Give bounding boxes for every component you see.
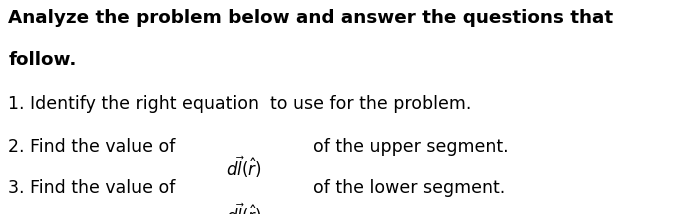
Text: $d\vec{l}(\hat{r})$: $d\vec{l}(\hat{r})$ bbox=[226, 201, 261, 214]
Text: follow.: follow. bbox=[8, 51, 76, 69]
Text: of the upper segment.: of the upper segment. bbox=[313, 138, 508, 156]
Text: Analyze the problem below and answer the questions that: Analyze the problem below and answer the… bbox=[8, 9, 614, 27]
Text: 1. Identify the right equation  to use for the problem.: 1. Identify the right equation to use fo… bbox=[8, 95, 472, 113]
Text: 3. Find the value of: 3. Find the value of bbox=[8, 179, 175, 197]
Text: 2. Find the value of: 2. Find the value of bbox=[8, 138, 175, 156]
Text: of the lower segment.: of the lower segment. bbox=[313, 179, 505, 197]
Text: $d\vec{l}(\hat{r})$: $d\vec{l}(\hat{r})$ bbox=[226, 154, 261, 180]
